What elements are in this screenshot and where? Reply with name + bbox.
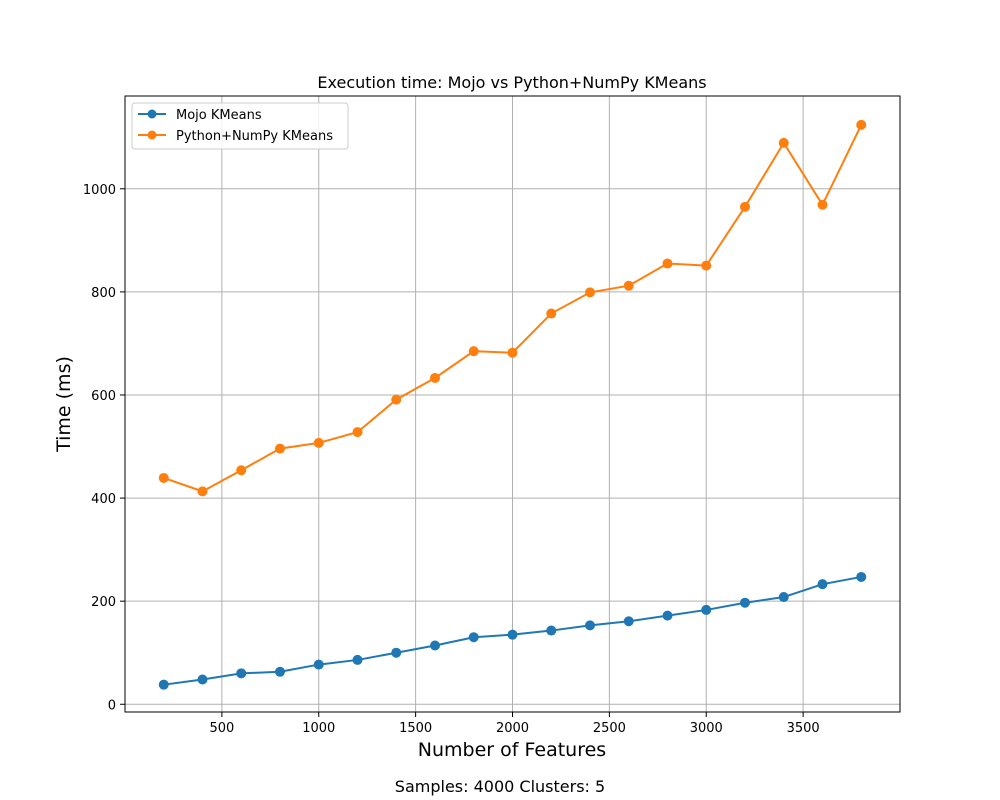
data-point-mojo bbox=[313, 659, 324, 670]
legend-label-python: Python+NumPy KMeans bbox=[176, 129, 333, 144]
data-point-mojo bbox=[856, 571, 867, 582]
data-point-python bbox=[507, 347, 518, 358]
data-point-mojo bbox=[275, 666, 285, 677]
data-point-python bbox=[197, 486, 208, 497]
data-point-python bbox=[158, 472, 169, 483]
data-point-mojo bbox=[740, 597, 750, 608]
x-tick-label: 2500 bbox=[593, 721, 626, 736]
data-point-mojo bbox=[546, 625, 557, 636]
data-point-python bbox=[275, 443, 285, 454]
chart-title: Execution time: Mojo vs Python+NumPy KMe… bbox=[317, 73, 706, 92]
y-tick-label: 200 bbox=[91, 595, 116, 610]
data-point-mojo bbox=[391, 647, 402, 658]
x-tick-label: 1000 bbox=[302, 721, 335, 736]
chart-caption: Samples: 4000 Clusters: 5 bbox=[395, 777, 605, 796]
legend: Mojo KMeans Python+NumPy KMeans bbox=[131, 102, 349, 150]
data-point-mojo bbox=[585, 620, 595, 631]
data-point-python bbox=[740, 201, 750, 212]
legend-label-mojo: Mojo KMeans bbox=[176, 108, 262, 123]
y-tick-label: 1000 bbox=[83, 183, 116, 198]
data-point-python bbox=[468, 346, 479, 357]
x-tick-label: 3000 bbox=[690, 721, 723, 736]
legend-marker-mojo bbox=[147, 109, 157, 119]
data-point-mojo bbox=[817, 579, 828, 590]
data-point-mojo bbox=[507, 629, 518, 640]
y-tick-label: 800 bbox=[91, 286, 116, 301]
data-point-python bbox=[585, 287, 595, 298]
legend-marker-python bbox=[147, 130, 157, 140]
y-tick-label: 600 bbox=[91, 389, 116, 404]
y-tick-label: 400 bbox=[91, 492, 116, 507]
data-point-python bbox=[662, 258, 673, 269]
data-point-mojo bbox=[430, 640, 440, 651]
data-point-python bbox=[623, 280, 634, 291]
data-point-mojo bbox=[236, 668, 247, 679]
data-point-python bbox=[778, 137, 789, 148]
axis-ticks: 500 1000 1500 2000 2500 3000 3500 0 200 400 600 800… bbox=[83, 183, 820, 736]
data-point-python bbox=[391, 394, 402, 405]
grid bbox=[125, 96, 900, 712]
data-point-python bbox=[313, 437, 324, 448]
data-point-mojo bbox=[623, 616, 634, 627]
data-point-mojo bbox=[197, 674, 208, 685]
legend-box bbox=[131, 102, 349, 150]
data-point-mojo bbox=[158, 679, 169, 690]
data-point-mojo bbox=[352, 654, 363, 665]
data-point-python bbox=[817, 199, 828, 210]
data-point-mojo bbox=[468, 632, 479, 643]
y-tick-label: 0 bbox=[108, 698, 116, 713]
data-point-python bbox=[856, 119, 867, 130]
data-point-python bbox=[701, 260, 712, 271]
y-axis-title: Time (ms) bbox=[53, 356, 75, 453]
x-tick-label: 3500 bbox=[787, 721, 820, 736]
data-point-mojo bbox=[662, 610, 673, 621]
plot-series bbox=[158, 119, 867, 690]
data-point-mojo bbox=[778, 592, 789, 603]
x-tick-label: 1500 bbox=[399, 721, 432, 736]
data-point-python bbox=[236, 465, 247, 476]
x-axis-title: Number of Features bbox=[418, 739, 606, 761]
data-point-python bbox=[352, 427, 363, 438]
data-point-mojo bbox=[701, 604, 712, 615]
data-point-python bbox=[430, 372, 440, 383]
x-tick-label: 2000 bbox=[496, 721, 529, 736]
x-tick-label: 500 bbox=[209, 721, 234, 736]
data-point-python bbox=[546, 308, 557, 319]
